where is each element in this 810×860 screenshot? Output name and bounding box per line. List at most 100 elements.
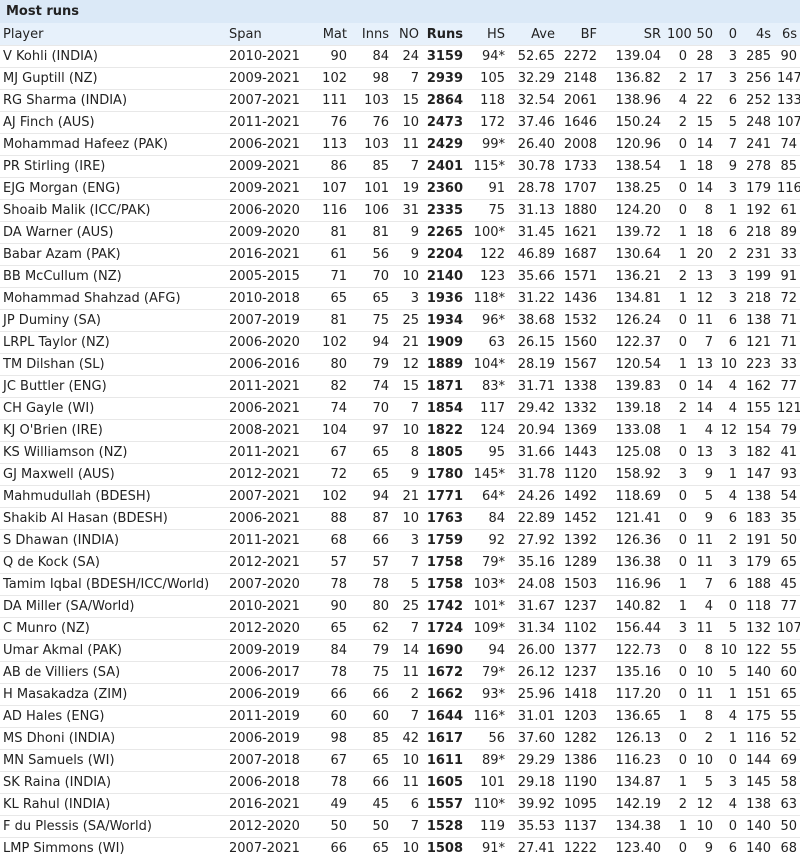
cell-player[interactable]: Umar Akmal (PAK) <box>0 639 226 662</box>
cell-runs: 2360 <box>422 177 466 200</box>
cell-mat: 86 <box>310 155 350 178</box>
column-header-fifties[interactable]: 50 <box>696 26 713 42</box>
cell-player[interactable]: BB McCullum (NZ) <box>0 265 226 288</box>
cell-bf: 1503 <box>558 573 600 596</box>
cell-span: 2012-2021 <box>226 551 310 574</box>
cell-hs: 124 <box>466 419 508 442</box>
cell-player[interactable]: TM Dilshan (SL) <box>0 353 226 376</box>
cell-player[interactable]: AJ Finch (AUS) <box>0 111 226 134</box>
cell-bf: 1492 <box>558 485 600 508</box>
cell-player[interactable]: JP Duminy (SA) <box>0 309 226 332</box>
cell-sixes: 55 <box>774 639 800 662</box>
cell-player[interactable]: DA Warner (AUS) <box>0 221 226 244</box>
cell-hundreds: 2 <box>664 67 690 90</box>
column-header-player[interactable]: Player <box>3 26 44 42</box>
cell-player[interactable]: Shoaib Malik (ICC/PAK) <box>0 199 226 222</box>
cell-ducks: 1 <box>716 683 740 706</box>
cell-player[interactable]: KJ O'Brien (IRE) <box>0 419 226 442</box>
cell-player[interactable]: KL Rahul (INDIA) <box>0 793 226 816</box>
cell-ducks: 4 <box>716 375 740 398</box>
cell-mat: 111 <box>310 89 350 112</box>
cell-player[interactable]: C Munro (NZ) <box>0 617 226 640</box>
cell-no: 10 <box>392 419 422 442</box>
cell-span: 2009-2021 <box>226 177 310 200</box>
cell-sr: 123.40 <box>600 837 664 860</box>
cell-player[interactable]: CH Gayle (WI) <box>0 397 226 420</box>
cell-player[interactable]: Shakib Al Hasan (BDESH) <box>0 507 226 530</box>
cell-player[interactable]: AB de Villiers (SA) <box>0 661 226 684</box>
cell-player[interactable]: F du Plessis (SA/World) <box>0 815 226 838</box>
cell-sr: 118.69 <box>600 485 664 508</box>
cell-ave: 26.40 <box>508 133 558 156</box>
cell-player[interactable]: SK Raina (INDIA) <box>0 771 226 794</box>
cell-player[interactable]: S Dhawan (INDIA) <box>0 529 226 552</box>
cell-hundreds: 1 <box>664 155 690 178</box>
cell-player[interactable]: V Kohli (INDIA) <box>0 45 226 68</box>
column-header-hs[interactable]: HS <box>486 26 505 42</box>
cell-runs: 1617 <box>422 727 466 750</box>
cell-bf: 1222 <box>558 837 600 860</box>
cell-player[interactable]: RG Sharma (INDIA) <box>0 89 226 112</box>
cell-player[interactable]: PR Stirling (IRE) <box>0 155 226 178</box>
column-header-ducks[interactable]: 0 <box>728 26 737 42</box>
column-header-no[interactable]: NO <box>399 26 419 42</box>
cell-player[interactable]: Tamim Iqbal (BDESH/ICC/World) <box>0 573 226 596</box>
cell-player[interactable]: Mohammad Hafeez (PAK) <box>0 133 226 156</box>
cell-player[interactable]: GJ Maxwell (AUS) <box>0 463 226 486</box>
cell-hundreds: 1 <box>664 705 690 728</box>
cell-ave: 31.34 <box>508 617 558 640</box>
cell-mat: 50 <box>310 815 350 838</box>
cell-no: 24 <box>392 45 422 68</box>
cell-ave: 38.68 <box>508 309 558 332</box>
cell-hundreds: 1 <box>664 287 690 310</box>
column-header-fours[interactable]: 4s <box>755 26 771 42</box>
cell-fifties: 12 <box>690 287 716 310</box>
cell-player[interactable]: DA Miller (SA/World) <box>0 595 226 618</box>
cell-player[interactable]: JC Buttler (ENG) <box>0 375 226 398</box>
column-header-hundreds[interactable]: 100 <box>667 26 692 42</box>
table-row: Mohammad Hafeez (PAK) 2006-2021 113 103 11 24… <box>0 133 800 156</box>
cell-player[interactable]: Babar Azam (PAK) <box>0 243 226 266</box>
cell-fours: 145 <box>740 771 774 794</box>
column-header-sr[interactable]: SR <box>643 26 661 42</box>
cell-fifties: 11 <box>690 551 716 574</box>
cell-player[interactable]: AD Hales (ENG) <box>0 705 226 728</box>
cell-span: 2005-2015 <box>226 265 310 288</box>
cell-runs: 1934 <box>422 309 466 332</box>
cell-ducks: 0 <box>716 595 740 618</box>
cell-span: 2016-2021 <box>226 243 310 266</box>
cell-fifties: 9 <box>690 507 716 530</box>
cell-player[interactable]: KS Williamson (NZ) <box>0 441 226 464</box>
column-header-mat[interactable]: Mat <box>322 26 347 42</box>
cell-sixes: 91 <box>774 265 800 288</box>
cell-sr: 138.25 <box>600 177 664 200</box>
cell-bf: 1443 <box>558 441 600 464</box>
cell-fours: 252 <box>740 89 774 112</box>
cell-sixes: 77 <box>774 375 800 398</box>
cell-player[interactable]: MJ Guptill (NZ) <box>0 67 226 90</box>
column-header-span[interactable]: Span <box>229 26 262 42</box>
column-header-sixes[interactable]: 6s <box>781 26 797 42</box>
column-header-bf[interactable]: BF <box>580 26 597 42</box>
column-header-inns[interactable]: Inns <box>361 26 389 42</box>
column-header-runs[interactable]: Runs <box>426 26 463 42</box>
cell-no: 12 <box>392 353 422 376</box>
cell-player[interactable]: Mohammad Shahzad (AFG) <box>0 287 226 310</box>
cell-player[interactable]: MS Dhoni (INDIA) <box>0 727 226 750</box>
cell-player[interactable]: H Masakadza (ZIM) <box>0 683 226 706</box>
cell-mat: 98 <box>310 727 350 750</box>
cell-player[interactable]: EJG Morgan (ENG) <box>0 177 226 200</box>
cell-hundreds: 1 <box>664 353 690 376</box>
cell-ave: 26.12 <box>508 661 558 684</box>
cell-inns: 87 <box>350 507 392 530</box>
cell-player[interactable]: Q de Kock (SA) <box>0 551 226 574</box>
cell-player[interactable]: LRPL Taylor (NZ) <box>0 331 226 354</box>
column-header-ave[interactable]: Ave <box>531 26 555 42</box>
cell-sixes: 68 <box>774 837 800 860</box>
cell-runs: 2140 <box>422 265 466 288</box>
cell-player[interactable]: MN Samuels (WI) <box>0 749 226 772</box>
cell-player[interactable]: Mahmudullah (BDESH) <box>0 485 226 508</box>
cell-ave: 20.94 <box>508 419 558 442</box>
cell-mat: 78 <box>310 771 350 794</box>
cell-player[interactable]: LMP Simmons (WI) <box>0 837 226 860</box>
